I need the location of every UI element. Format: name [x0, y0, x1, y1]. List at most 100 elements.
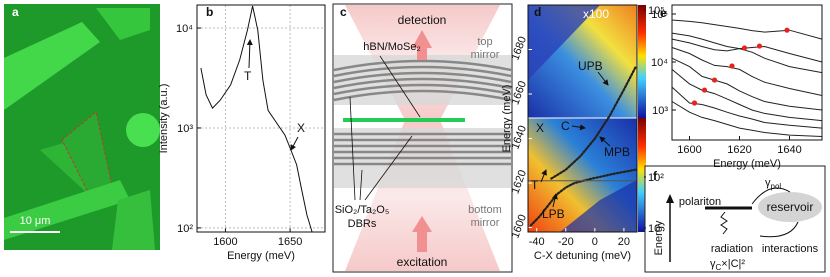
series-line: [671, 32, 823, 63]
colorbar: [638, 118, 646, 232]
y-tick-label: 10⁴: [176, 23, 193, 35]
y-axis-label: Intensity (a.u.): [158, 84, 170, 154]
subscript: C: [716, 263, 722, 272]
detection-label: detection: [398, 13, 447, 27]
subscript: pol: [771, 182, 782, 191]
annotation: LPB: [542, 207, 565, 221]
annotation: C: [561, 119, 570, 133]
panel-label: f: [653, 169, 658, 183]
panel-a: 10 μm: [4, 4, 160, 250]
series-line: [671, 47, 823, 96]
panel-label: d: [534, 5, 541, 19]
colorbar-tick-label: 10⁵: [648, 5, 665, 17]
annotation: MPB: [604, 145, 630, 159]
plot-frame: [196, 4, 326, 233]
arrow-detection: [412, 30, 432, 60]
y-axis-label: Energy (meV): [501, 85, 513, 153]
pointers: [349, 55, 421, 201]
x-tick-label: 20: [618, 236, 630, 248]
annotation: X: [297, 121, 305, 135]
scale-bar-label: 10 μm: [20, 215, 51, 227]
panel-c: detection hBN/MoSe₂ top mirror SiO₂/Ta₂O…: [332, 3, 513, 273]
annotation-arrow: [290, 136, 299, 151]
panel-label: a: [12, 5, 19, 19]
polariton-label: polariton: [679, 196, 721, 208]
gamma-pol-label: γpol: [765, 177, 781, 191]
top-mirror-label: mirror: [471, 49, 500, 61]
peak-marker: [756, 43, 763, 49]
flake: [4, 180, 130, 240]
flake: [96, 8, 150, 40]
annotation: x100: [583, 7, 609, 21]
series-line: [550, 66, 637, 180]
panel-label: c: [340, 5, 347, 19]
y-tick-label: 10⁴: [651, 57, 668, 69]
annotation-arrow: [599, 136, 611, 147]
energy-axis-head: [666, 194, 674, 203]
series-line: [671, 19, 823, 40]
heatmap: [528, 5, 646, 232]
colorbar: [638, 5, 646, 118]
annotation-arrow: [540, 169, 547, 183]
excitation-label: excitation: [397, 255, 448, 269]
top-mirror-label: top: [477, 36, 492, 48]
arrow-gamma-pol: [751, 187, 791, 205]
y-tick-label: 10²: [177, 223, 193, 235]
dbr-label: SiO₂/Ta₂O₅: [335, 204, 390, 216]
annotation-arrow: [246, 39, 253, 69]
energy-axis-label: Energy: [653, 220, 665, 255]
plot-frame: [671, 4, 823, 141]
heatmap-shade: [560, 180, 637, 232]
annotation-arrow: [571, 124, 586, 131]
interactions-label: interactions: [762, 243, 819, 255]
y-tick-label: 10³: [652, 105, 668, 117]
reservoir-label: reservoir: [767, 200, 814, 214]
peak-marker: [691, 100, 698, 106]
colorbar-tick-label: 10: [648, 223, 660, 235]
panel-f: Energy polariton γpol reservoir radiatio…: [644, 165, 826, 273]
dbr-label: DBRs: [348, 218, 377, 230]
x-tick-label: 1600: [213, 236, 237, 248]
symbol: γ: [710, 258, 716, 270]
annotation-arrow: [597, 71, 609, 86]
symbol: γ: [765, 177, 771, 189]
peak-marker: [701, 87, 708, 93]
bottom-mirror-label: bottom: [468, 204, 502, 216]
arrow-radiation: [720, 211, 728, 235]
arrow-interactions: [759, 221, 799, 238]
series-line: [671, 101, 823, 137]
series-line: [200, 5, 313, 233]
series-line: [671, 69, 823, 122]
beam: [345, 120, 500, 271]
peak-marker: [784, 27, 790, 33]
radiation-label: radiation: [711, 243, 753, 255]
gamma-c-label: γC×|C|²: [710, 258, 745, 272]
series-line: [529, 168, 637, 227]
flake: [112, 190, 155, 250]
y-tick-label: 10³: [177, 123, 193, 135]
factor: ×|C|²: [721, 258, 745, 270]
series-line: [671, 38, 823, 74]
x-tick-label: -40: [529, 236, 545, 248]
x-axis-label: Energy (meV): [713, 158, 781, 170]
peak-marker: [711, 77, 718, 83]
annotation: X: [536, 121, 544, 135]
flake: [126, 113, 160, 147]
arrow-excitation: [412, 216, 432, 252]
x-tick-label: 0: [592, 236, 598, 248]
annotation: T: [531, 178, 539, 192]
peak-marker: [741, 45, 748, 51]
x-tick-label: 1620: [727, 144, 751, 156]
peak-marker: [729, 63, 735, 69]
panel-label: b: [206, 5, 213, 19]
x-axis-label: Energy (meV): [227, 250, 295, 262]
colorbar-tick-label: 10²: [648, 172, 664, 184]
layer-label: hBN/MoSe₂: [363, 41, 420, 53]
bottom-mirror-label: mirror: [471, 217, 500, 229]
annotation-arrow: [551, 193, 558, 208]
x-tick-label: 1640: [777, 144, 801, 156]
series-line: [671, 57, 823, 111]
x-tick-label: 1600: [677, 144, 701, 156]
x-tick-label: -20: [558, 236, 574, 248]
flake: [4, 22, 100, 110]
